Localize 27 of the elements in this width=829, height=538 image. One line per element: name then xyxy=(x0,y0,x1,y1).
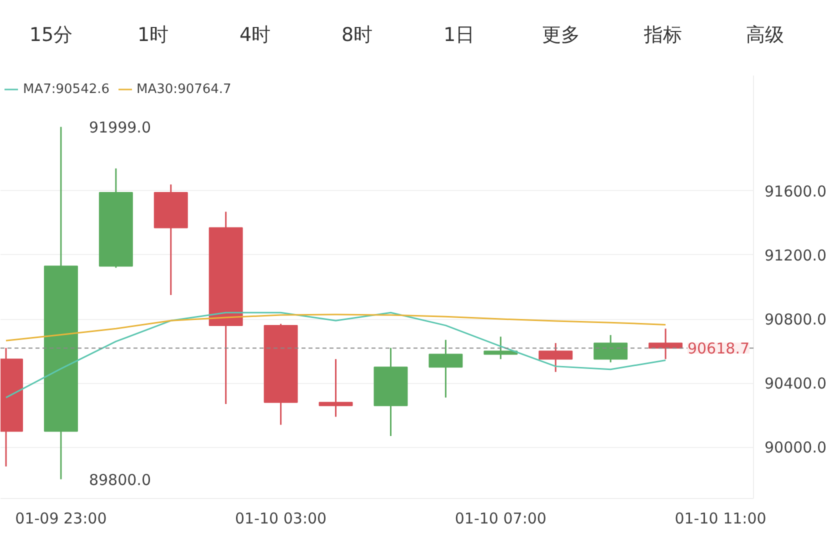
y-tick-label: 91200.0 xyxy=(764,246,827,264)
ref-line-label: 90618.7 xyxy=(687,340,750,358)
y-tick-label: 90800.0 xyxy=(764,310,827,329)
x-tick-label: 01-10 03:00 xyxy=(235,510,327,528)
line-series xyxy=(5,314,666,342)
text: 1日 xyxy=(443,23,475,48)
y-tick-label: 90400.0 xyxy=(764,374,827,393)
candlestick xyxy=(484,336,518,360)
text: 高级 xyxy=(746,23,784,48)
annotation: 89800.0 xyxy=(88,470,151,489)
text: 4时 xyxy=(239,23,271,48)
x-tick-label: 01-10 07:00 xyxy=(454,510,546,528)
text: 8时 xyxy=(341,23,373,48)
legend-label: MA7:90542.6 xyxy=(23,82,110,96)
text: 更多 xyxy=(542,23,580,48)
line-series xyxy=(5,312,666,398)
annotation: 91999.0 xyxy=(88,118,151,136)
legend-label: MA30:90764.7 xyxy=(136,82,232,96)
x-tick-label: 01-09 23:00 xyxy=(15,510,107,528)
text: 1时 xyxy=(137,23,169,48)
y-tick-label: 90000.0 xyxy=(764,438,827,457)
text: 15分 xyxy=(29,23,73,48)
y-tick-label: 91600.0 xyxy=(764,182,827,200)
candlestick xyxy=(318,358,353,418)
x-tick-label: 01-10 11:00 xyxy=(674,510,766,528)
candlestick xyxy=(648,328,683,360)
text: 指标 xyxy=(644,23,682,48)
